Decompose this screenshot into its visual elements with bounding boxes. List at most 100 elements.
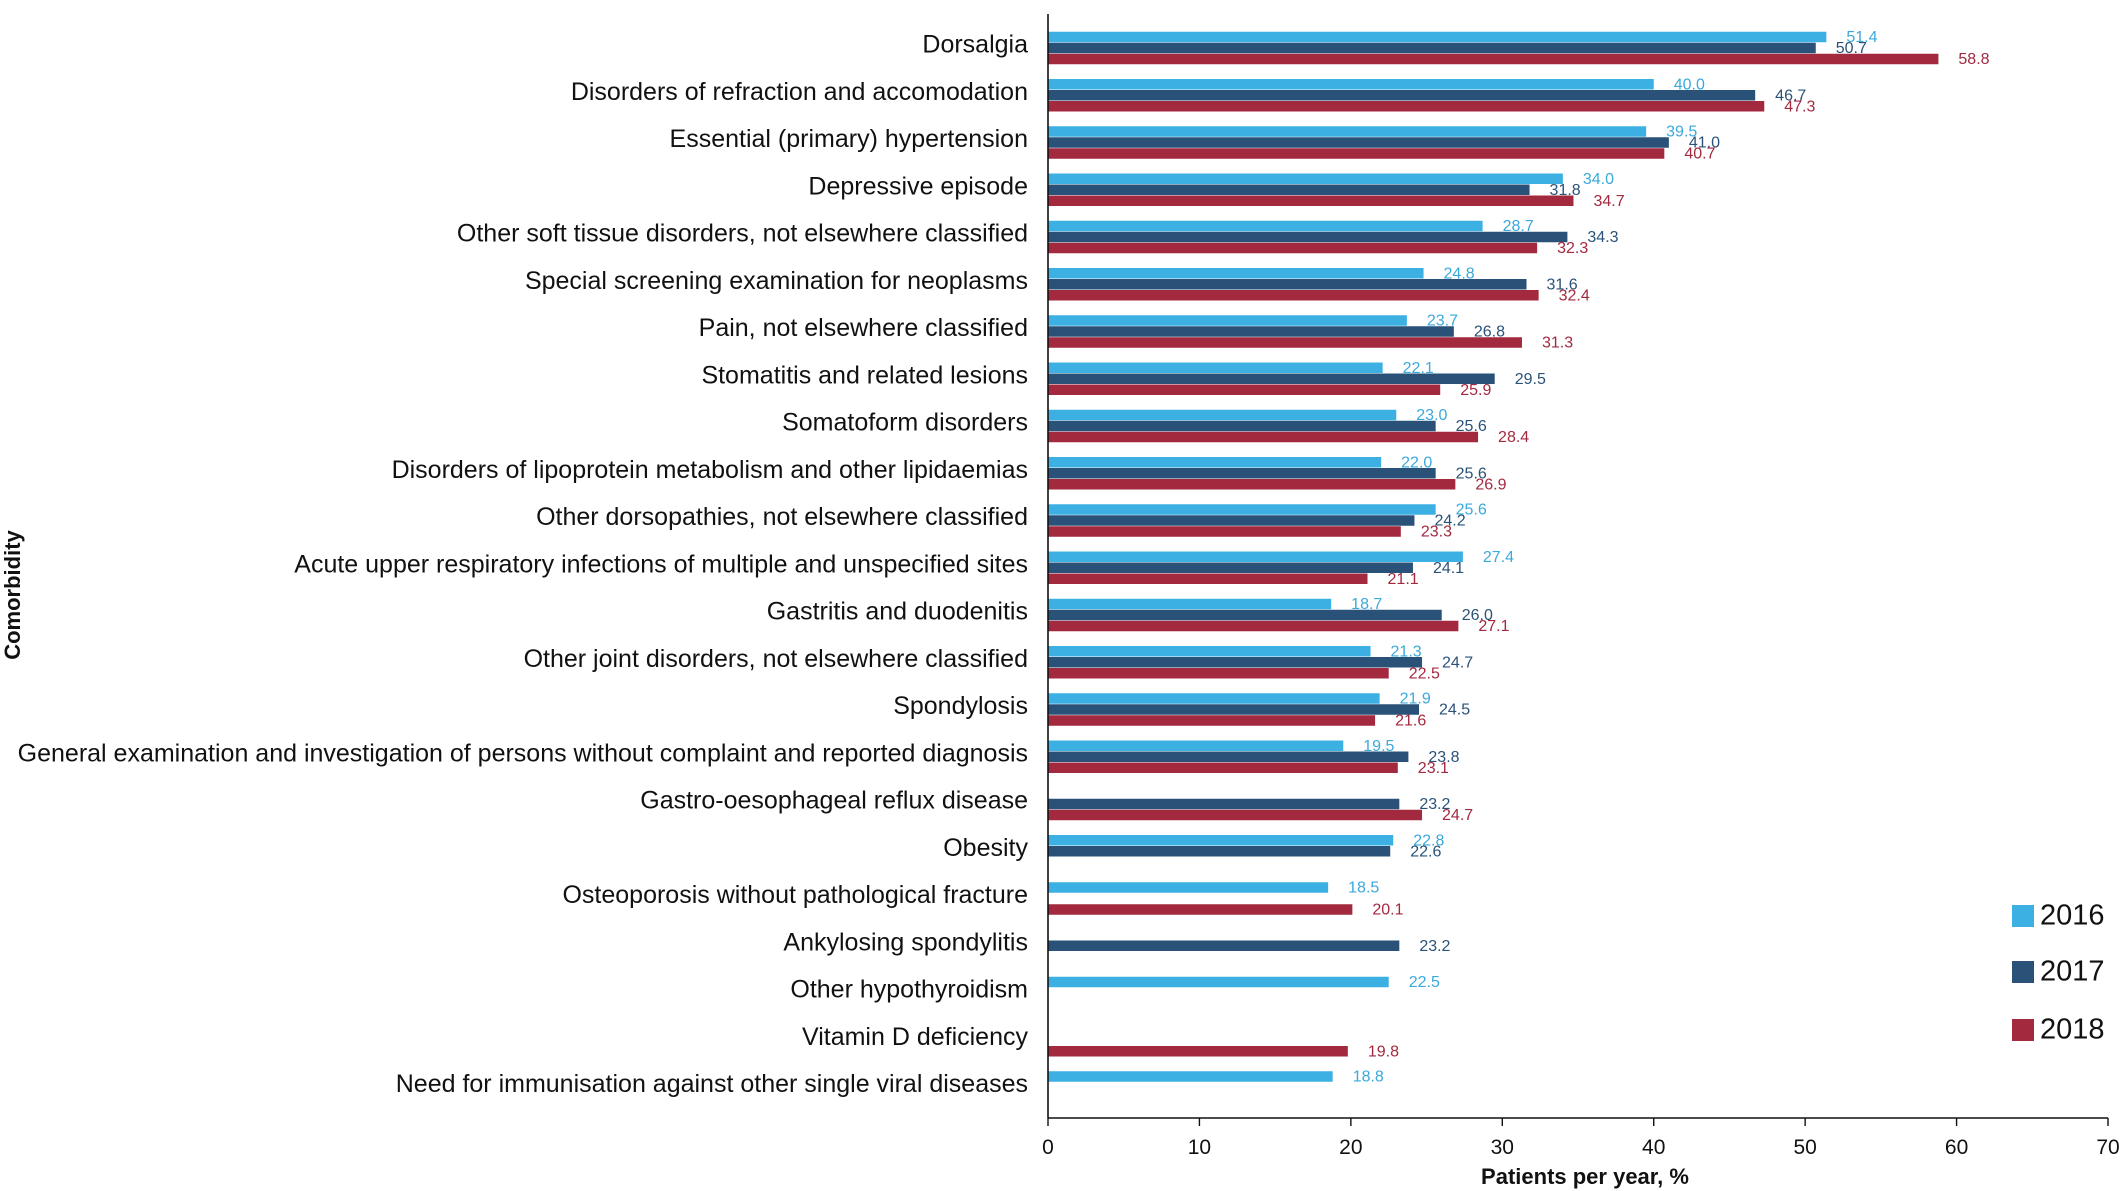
bar-2017 (1048, 373, 1495, 384)
data-label-2016: 18.8 (1353, 1069, 1384, 1086)
bar-2018 (1048, 337, 1522, 348)
bar-2018 (1048, 431, 1479, 443)
data-label-2017: 50.7 (1836, 40, 1867, 57)
bar-2017 (1048, 609, 1442, 621)
legend-label-2017: 2017 (2040, 956, 2105, 988)
x-tick-label: 50 (1793, 1136, 1816, 1159)
bar-2018 (1048, 809, 1423, 821)
bar-2018 (1048, 101, 1765, 112)
data-label-2016: 25.6 (1456, 502, 1487, 519)
data-label-2017: 31.6 (1547, 276, 1578, 293)
data-label-2018: 40.7 (1684, 146, 1715, 163)
bar-2016 (1048, 409, 1397, 421)
bar-2017 (1048, 468, 1436, 479)
bar-2016 (1048, 315, 1407, 326)
bar-2016 (1048, 31, 1827, 43)
data-label-2016: 22.1 (1403, 360, 1434, 377)
bar-2017 (1048, 42, 1816, 54)
data-label-2018: 20.1 (1372, 902, 1403, 919)
category-labels-layer: Dorsalgia Disorders of refraction and acc… (18, 31, 1029, 1099)
bar-2016 (1048, 646, 1371, 657)
data-label-2017: 41.0 (1689, 135, 1720, 152)
category-label: Need for immunisation against other sing… (396, 1070, 1028, 1098)
x-axis-title: Patients per year, % (1481, 1164, 1689, 1189)
bar-2017 (1048, 326, 1454, 337)
data-label-2017: 26.0 (1462, 607, 1493, 624)
data-label-2018: 58.8 (1958, 51, 1989, 68)
legend-swatch-2018 (2012, 1019, 2034, 1041)
data-label-2017: 25.6 (1456, 418, 1487, 435)
bar-2016 (1048, 598, 1332, 610)
category-label: Depressive episode (808, 172, 1028, 200)
data-label-2017: 23.8 (1428, 749, 1459, 766)
data-label-2016: 21.3 (1391, 643, 1422, 660)
data-label-2017: 24.5 (1439, 702, 1470, 719)
category-label: Essential (primary) hypertension (670, 125, 1028, 153)
bar-2016 (1048, 693, 1380, 704)
data-label-2017: 24.2 (1434, 513, 1465, 530)
category-label: Osteoporosis without pathological fractu… (562, 881, 1028, 909)
category-label: Other hypothyroidism (790, 976, 1028, 1004)
bar-2018 (1048, 715, 1376, 726)
category-label: General examination and investigation of… (18, 739, 1028, 767)
bar-2018 (1048, 479, 1456, 490)
bar-2016 (1048, 835, 1394, 846)
data-label-2018: 31.3 (1542, 335, 1573, 352)
data-label-2017: 22.6 (1410, 843, 1441, 860)
data-label-2016: 18.7 (1351, 596, 1382, 613)
x-tick-label: 30 (1491, 1136, 1514, 1159)
bar-2017 (1048, 657, 1423, 668)
bar-2017 (1048, 420, 1436, 432)
legend-label-2018: 2018 (2040, 1014, 2105, 1046)
data-label-2018: 23.1 (1418, 760, 1449, 777)
bar-2018 (1048, 148, 1665, 159)
data-label-2017: 23.2 (1419, 796, 1450, 813)
category-label: Dorsalgia (922, 31, 1028, 59)
category-label: Vitamin D deficiency (802, 1023, 1029, 1051)
data-label-2016: 22.8 (1413, 832, 1444, 849)
data-label-2017: 29.5 (1515, 371, 1546, 388)
bar-2018 (1048, 53, 1939, 65)
bar-2016 (1048, 362, 1383, 373)
data-label-2018: 32.4 (1559, 287, 1590, 304)
y-axis-title: Comorbidity (0, 529, 25, 659)
bar-2017 (1048, 798, 1400, 810)
data-label-2017: 31.8 (1550, 182, 1581, 199)
data-label-2017: 24.7 (1442, 654, 1473, 671)
x-tick-label: 20 (1339, 1136, 1362, 1159)
bar-2016 (1048, 504, 1436, 515)
bar-2016 (1048, 457, 1382, 468)
bar-2016 (1048, 882, 1329, 893)
legend-swatch-2016 (2012, 905, 2034, 927)
data-label-2016: 51.4 (1846, 29, 1877, 46)
x-tick-label: 70 (2096, 1136, 2119, 1159)
data-label-2016: 18.5 (1348, 880, 1379, 897)
bar-2018 (1048, 384, 1441, 395)
category-label: Special screening examination for neopla… (525, 267, 1028, 295)
data-label-2016: 22.5 (1409, 974, 1440, 991)
legend-swatch-2017 (2012, 961, 2034, 983)
data-label-2017: 25.6 (1456, 465, 1487, 482)
bar-2018 (1048, 242, 1538, 254)
data-label-2017: 46.7 (1775, 87, 1806, 104)
bar-2016 (1048, 126, 1647, 137)
category-label: Somatoform disorders (782, 409, 1028, 437)
bar-2018 (1048, 762, 1398, 773)
x-tick-label: 10 (1188, 1136, 1211, 1159)
bar-2017 (1048, 751, 1409, 762)
data-label-2018: 34.7 (1593, 193, 1624, 210)
bar-2016 (1048, 740, 1344, 751)
bar-2016 (1048, 551, 1463, 562)
bar-2017 (1048, 940, 1400, 951)
category-label: Gastro-oesophageal reflux disease (640, 787, 1028, 815)
data-label-2018: 23.3 (1421, 524, 1452, 541)
legend: 2016 2017 2018 (2012, 900, 2105, 1046)
data-label-2016: 23.7 (1427, 313, 1458, 330)
data-label-2016: 24.8 (1444, 265, 1475, 282)
category-label: Other soft tissue disorders, not elsewhe… (457, 220, 1028, 248)
data-label-2016: 40.0 (1674, 76, 1705, 93)
bar-2018 (1048, 290, 1539, 301)
data-label-2018: 28.4 (1498, 429, 1529, 446)
legend-label-2016: 2016 (2040, 900, 2105, 932)
